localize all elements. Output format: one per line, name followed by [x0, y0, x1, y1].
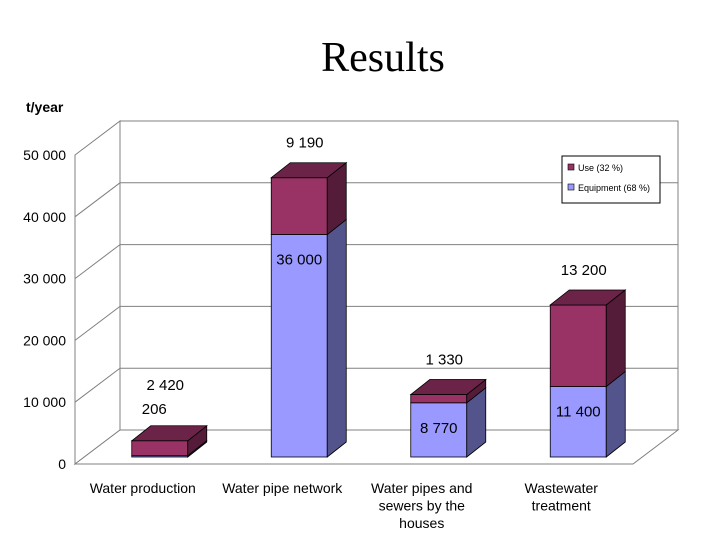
bar-use [549, 289, 627, 388]
y-tick-label: 20 000 [23, 332, 66, 348]
y-tick-label: 50 000 [23, 147, 66, 163]
data-labels: 206 2 420 36 000 9 190 8 770 1 330 11 400 13 20… [142, 135, 607, 437]
data-label-use: 1 330 [425, 352, 463, 369]
x-tick-label: Water production [90, 480, 196, 496]
bar-top [130, 425, 208, 442]
x-tick-label: Wastewater [525, 480, 599, 496]
x-tick-label: sewers by the [379, 498, 466, 514]
gridlines [74, 182, 678, 403]
y-tick-label: 40 000 [23, 209, 66, 225]
y-tick-label: 30 000 [23, 271, 66, 287]
floor [73, 429, 680, 465]
bar-equipment [270, 218, 347, 458]
bar-side [605, 289, 626, 388]
bar-side [326, 218, 347, 458]
legend: Use (32 %) Equipment (68 %) [561, 155, 661, 204]
plot-area [73, 119, 680, 466]
x-tick-label: Water pipes and [371, 480, 472, 496]
bars [130, 161, 627, 458]
data-label-equipment: 36 000 [276, 252, 322, 269]
legend-swatch [567, 183, 575, 191]
chart-title: Results [321, 35, 445, 81]
legend-swatch [567, 163, 575, 171]
data-label-use: 9 190 [286, 135, 324, 152]
x-axis-labels: Water production Water pipe network Water … [90, 480, 599, 531]
gridline [74, 367, 678, 403]
bar-top [409, 379, 487, 395]
x-tick-label: treatment [532, 498, 591, 514]
gridline [74, 244, 678, 279]
y-axis-label: t/year [26, 99, 64, 115]
y-tick-label: 0 [58, 456, 66, 472]
bar-front [549, 304, 607, 387]
bar-front [549, 386, 607, 458]
legend-label: Use (32 %) [578, 163, 623, 173]
x-tick-label: Water pipe network [222, 480, 343, 496]
data-label-use: 2 420 [146, 377, 184, 394]
legend-label: Equipment (68 %) [578, 183, 650, 193]
bar-front [270, 234, 328, 458]
bar-use [409, 378, 487, 404]
legend-box [561, 155, 661, 204]
y-tick-label: 10 000 [23, 394, 66, 410]
data-label-equipment: 8 770 [420, 420, 458, 437]
y-axis-ticks: 0 10 000 20 000 30 000 40 000 50 000 [23, 147, 66, 472]
gridline [74, 182, 678, 218]
data-label-equipment: 206 [142, 401, 167, 418]
gridline [74, 305, 678, 341]
bar-top [270, 162, 348, 179]
data-label-equipment: 11 400 [556, 404, 601, 421]
bar-use [270, 161, 348, 236]
side-wall [74, 119, 121, 466]
data-label-use: 13 200 [561, 262, 607, 279]
bar-front [270, 177, 328, 235]
bar-top [549, 289, 627, 306]
bar-use [130, 424, 208, 457]
bar-front [131, 440, 189, 457]
x-tick-label: houses [399, 515, 444, 531]
bar-front [410, 394, 468, 404]
